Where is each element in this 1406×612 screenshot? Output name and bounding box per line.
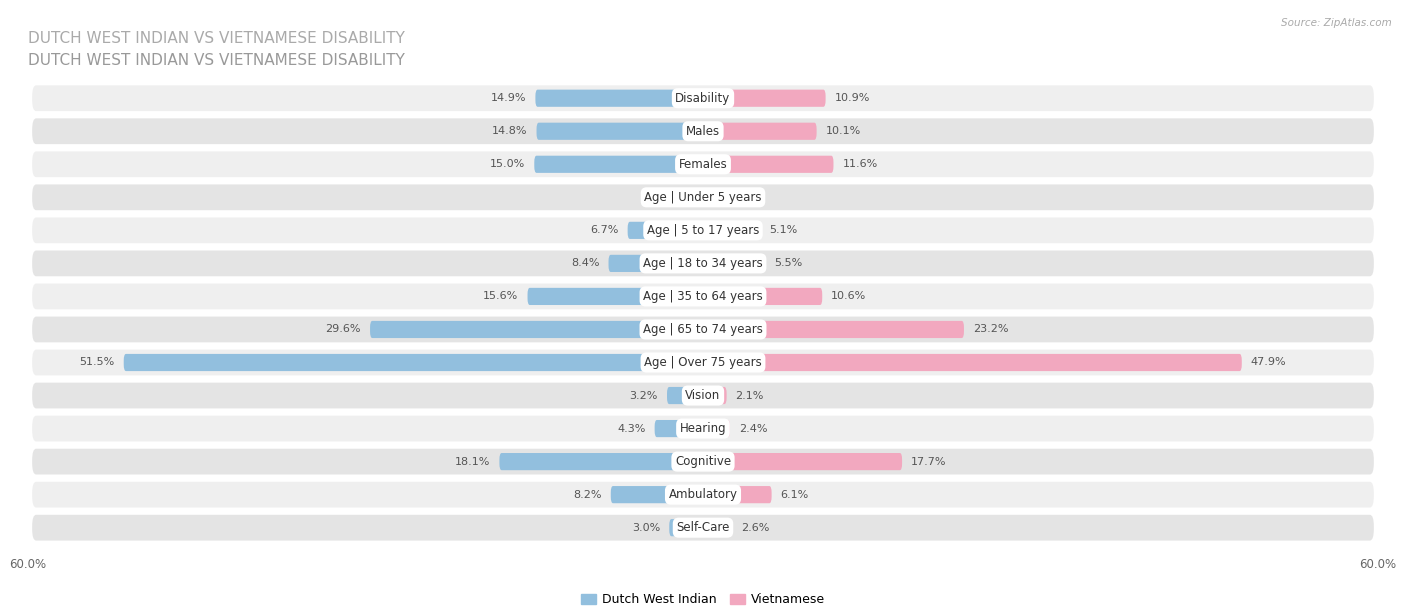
Text: 8.2%: 8.2% (574, 490, 602, 499)
Text: 3.2%: 3.2% (630, 390, 658, 400)
FancyBboxPatch shape (32, 184, 1374, 210)
FancyBboxPatch shape (703, 222, 761, 239)
Text: 8.4%: 8.4% (571, 258, 599, 269)
FancyBboxPatch shape (32, 283, 1374, 309)
Text: Age | Over 75 years: Age | Over 75 years (644, 356, 762, 369)
FancyBboxPatch shape (32, 118, 1374, 144)
Text: 10.6%: 10.6% (831, 291, 866, 302)
FancyBboxPatch shape (32, 382, 1374, 408)
Text: 23.2%: 23.2% (973, 324, 1008, 335)
Text: 15.6%: 15.6% (484, 291, 519, 302)
Text: 5.5%: 5.5% (773, 258, 801, 269)
FancyBboxPatch shape (703, 122, 817, 140)
Text: Ambulatory: Ambulatory (668, 488, 738, 501)
FancyBboxPatch shape (32, 250, 1374, 276)
Text: 4.3%: 4.3% (617, 424, 645, 433)
FancyBboxPatch shape (32, 349, 1374, 375)
FancyBboxPatch shape (32, 482, 1374, 507)
FancyBboxPatch shape (627, 222, 703, 239)
FancyBboxPatch shape (32, 151, 1374, 177)
Text: 15.0%: 15.0% (491, 159, 526, 170)
FancyBboxPatch shape (703, 387, 727, 404)
FancyBboxPatch shape (32, 449, 1374, 474)
FancyBboxPatch shape (703, 288, 823, 305)
Text: 0.81%: 0.81% (721, 192, 756, 203)
FancyBboxPatch shape (669, 519, 703, 536)
Text: 2.6%: 2.6% (741, 523, 769, 532)
Text: 2.1%: 2.1% (735, 390, 763, 400)
FancyBboxPatch shape (703, 255, 765, 272)
Text: Vision: Vision (685, 389, 721, 402)
Text: 2.4%: 2.4% (740, 424, 768, 433)
Text: 51.5%: 51.5% (80, 357, 115, 367)
FancyBboxPatch shape (499, 453, 703, 470)
FancyBboxPatch shape (666, 387, 703, 404)
FancyBboxPatch shape (703, 188, 711, 206)
FancyBboxPatch shape (370, 321, 703, 338)
Text: 18.1%: 18.1% (456, 457, 491, 466)
FancyBboxPatch shape (32, 217, 1374, 243)
FancyBboxPatch shape (537, 122, 703, 140)
Text: Self-Care: Self-Care (676, 521, 730, 534)
Text: 10.1%: 10.1% (825, 126, 860, 136)
FancyBboxPatch shape (703, 89, 825, 107)
Text: 14.9%: 14.9% (491, 93, 526, 103)
Text: Males: Males (686, 125, 720, 138)
Text: Age | 65 to 74 years: Age | 65 to 74 years (643, 323, 763, 336)
FancyBboxPatch shape (527, 288, 703, 305)
Text: 14.8%: 14.8% (492, 126, 527, 136)
Text: Age | 35 to 64 years: Age | 35 to 64 years (643, 290, 763, 303)
Text: Females: Females (679, 158, 727, 171)
Text: 6.7%: 6.7% (591, 225, 619, 236)
Text: 10.9%: 10.9% (835, 93, 870, 103)
Text: Disability: Disability (675, 92, 731, 105)
Text: 3.0%: 3.0% (633, 523, 661, 532)
FancyBboxPatch shape (703, 321, 965, 338)
FancyBboxPatch shape (703, 420, 730, 437)
FancyBboxPatch shape (32, 515, 1374, 540)
Text: DUTCH WEST INDIAN VS VIETNAMESE DISABILITY: DUTCH WEST INDIAN VS VIETNAMESE DISABILI… (28, 31, 405, 46)
Text: Hearing: Hearing (679, 422, 727, 435)
Text: Cognitive: Cognitive (675, 455, 731, 468)
FancyBboxPatch shape (610, 486, 703, 503)
Text: DUTCH WEST INDIAN VS VIETNAMESE DISABILITY: DUTCH WEST INDIAN VS VIETNAMESE DISABILI… (28, 53, 405, 68)
FancyBboxPatch shape (32, 416, 1374, 441)
FancyBboxPatch shape (703, 486, 772, 503)
FancyBboxPatch shape (32, 316, 1374, 342)
FancyBboxPatch shape (655, 420, 703, 437)
FancyBboxPatch shape (536, 89, 703, 107)
Text: Source: ZipAtlas.com: Source: ZipAtlas.com (1281, 18, 1392, 28)
Text: 11.6%: 11.6% (842, 159, 877, 170)
Text: 1.9%: 1.9% (644, 192, 672, 203)
Text: Age | Under 5 years: Age | Under 5 years (644, 191, 762, 204)
Text: 17.7%: 17.7% (911, 457, 946, 466)
Text: 47.9%: 47.9% (1251, 357, 1286, 367)
FancyBboxPatch shape (124, 354, 703, 371)
FancyBboxPatch shape (534, 155, 703, 173)
FancyBboxPatch shape (703, 155, 834, 173)
FancyBboxPatch shape (703, 354, 1241, 371)
FancyBboxPatch shape (609, 255, 703, 272)
Text: 5.1%: 5.1% (769, 225, 797, 236)
FancyBboxPatch shape (32, 85, 1374, 111)
Legend: Dutch West Indian, Vietnamese: Dutch West Indian, Vietnamese (576, 588, 830, 611)
FancyBboxPatch shape (682, 188, 703, 206)
Text: Age | 5 to 17 years: Age | 5 to 17 years (647, 224, 759, 237)
Text: Age | 18 to 34 years: Age | 18 to 34 years (643, 257, 763, 270)
FancyBboxPatch shape (703, 453, 903, 470)
FancyBboxPatch shape (703, 519, 733, 536)
Text: 29.6%: 29.6% (326, 324, 361, 335)
Text: 6.1%: 6.1% (780, 490, 808, 499)
